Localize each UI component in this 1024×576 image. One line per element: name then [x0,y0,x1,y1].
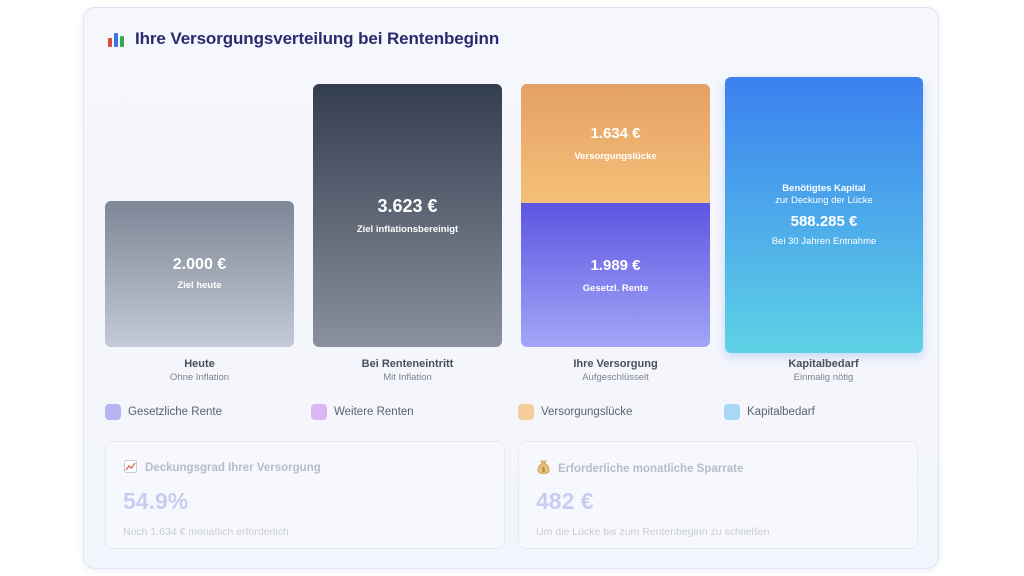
capital-heading: Benötigtes Kapital [782,183,866,194]
column-label-today: Heute Ohne Inflation [105,358,294,383]
column-label-retirement: Bei Renteneintritt Mit Inflation [313,358,502,383]
chart-up-icon [123,460,137,476]
bar-capital-requirement: Benötigtes Kapital zur Deckung der Lücke… [725,77,923,353]
stat-footnote: Noch 1.634 € monatlich erforderlich [123,526,289,538]
stat-header: $ Erforderliche monatliche Sparrate [536,460,743,477]
legend-swatch [311,404,327,420]
capital-subheading: zur Deckung der Lücke [775,195,873,206]
bar-today-caption: Ziel heute [177,280,222,291]
bar-your-provision: 1.634 € Versorgungslücke 1.989 € Gesetzl… [521,84,710,347]
savings-rate-stat-card: $ Erforderliche monatliche Sparrate 482 … [518,441,918,549]
column-subtitle: Mit Inflation [383,372,432,383]
column-label-provision: Ihre Versorgung Aufgeschlüsselt [521,358,710,383]
legend-label: Weitere Renten [334,406,414,418]
bar-chart-icon [106,29,126,49]
bar-today: 2.000 € Ziel heute [105,201,294,347]
legend-item-capital-requirement: Kapitalbedarf [724,404,815,420]
bar-retirement: 3.623 € Ziel inflationsbereinigt [313,84,502,347]
pension-caption: Gesetzl. Rente [582,283,649,294]
column-subtitle: Einmalig nötig [793,372,854,383]
column-title: Heute [184,358,215,370]
stat-title: Erforderliche monatliche Sparrate [558,462,744,475]
stat-value: 54.9% [123,488,189,514]
card-title: Ihre Versorgungsverteilung bei Rentenbeg… [135,29,500,48]
legend-label: Versorgungslücke [541,406,633,418]
legend-label: Kapitalbedarf [747,406,815,418]
stat-footnote: Um die Lücke bis zum Rentenbeginn zu sch… [536,526,770,538]
legend-item-statutory-pension: Gesetzliche Rente [105,404,222,420]
legend-swatch [105,404,121,420]
legend-item-pension-gap: Versorgungslücke [518,404,632,420]
money-bag-icon: $ [536,460,550,477]
column-title: Bei Renteneintritt [361,358,454,370]
capital-note: Bei 30 Jahren Entnahme [771,236,877,247]
gap-caption: Versorgungslücke [574,151,657,162]
bar-retirement-value: 3.623 € [377,196,438,216]
segment-statutory-pension: 1.989 € Gesetzl. Rente [521,203,710,347]
bar-retirement-caption: Ziel inflationsbereinigt [356,224,459,235]
legend-item-other-pensions: Weitere Renten [311,404,414,420]
legend-swatch [724,404,740,420]
stat-value: 482 € [536,488,594,514]
coverage-stat-card: Deckungsgrad Ihrer Versorgung 54.9% Noch… [105,441,505,549]
pension-value: 1.989 € [590,257,641,274]
column-title: Kapitalbedarf [788,358,859,370]
gap-value: 1.634 € [590,125,641,142]
capital-value: 588.285 € [790,213,858,230]
column-subtitle: Aufgeschlüsselt [582,372,649,383]
stat-header: Deckungsgrad Ihrer Versorgung [123,460,321,476]
legend-label: Gesetzliche Rente [128,406,222,418]
legend-swatch [518,404,534,420]
column-label-capital: Kapitalbedarf Einmalig nötig [729,358,918,383]
stat-title: Deckungsgrad Ihrer Versorgung [145,462,321,474]
card-header: Ihre Versorgungsverteilung bei Rentenbeg… [106,29,499,49]
column-title: Ihre Versorgung [573,358,658,370]
segment-pension-gap: 1.634 € Versorgungslücke [521,84,710,203]
bar-today-value: 2.000 € [172,256,227,273]
pension-distribution-card: Ihre Versorgungsverteilung bei Rentenbeg… [83,7,939,569]
svg-text:$: $ [541,467,545,474]
column-subtitle: Ohne Inflation [169,372,230,383]
